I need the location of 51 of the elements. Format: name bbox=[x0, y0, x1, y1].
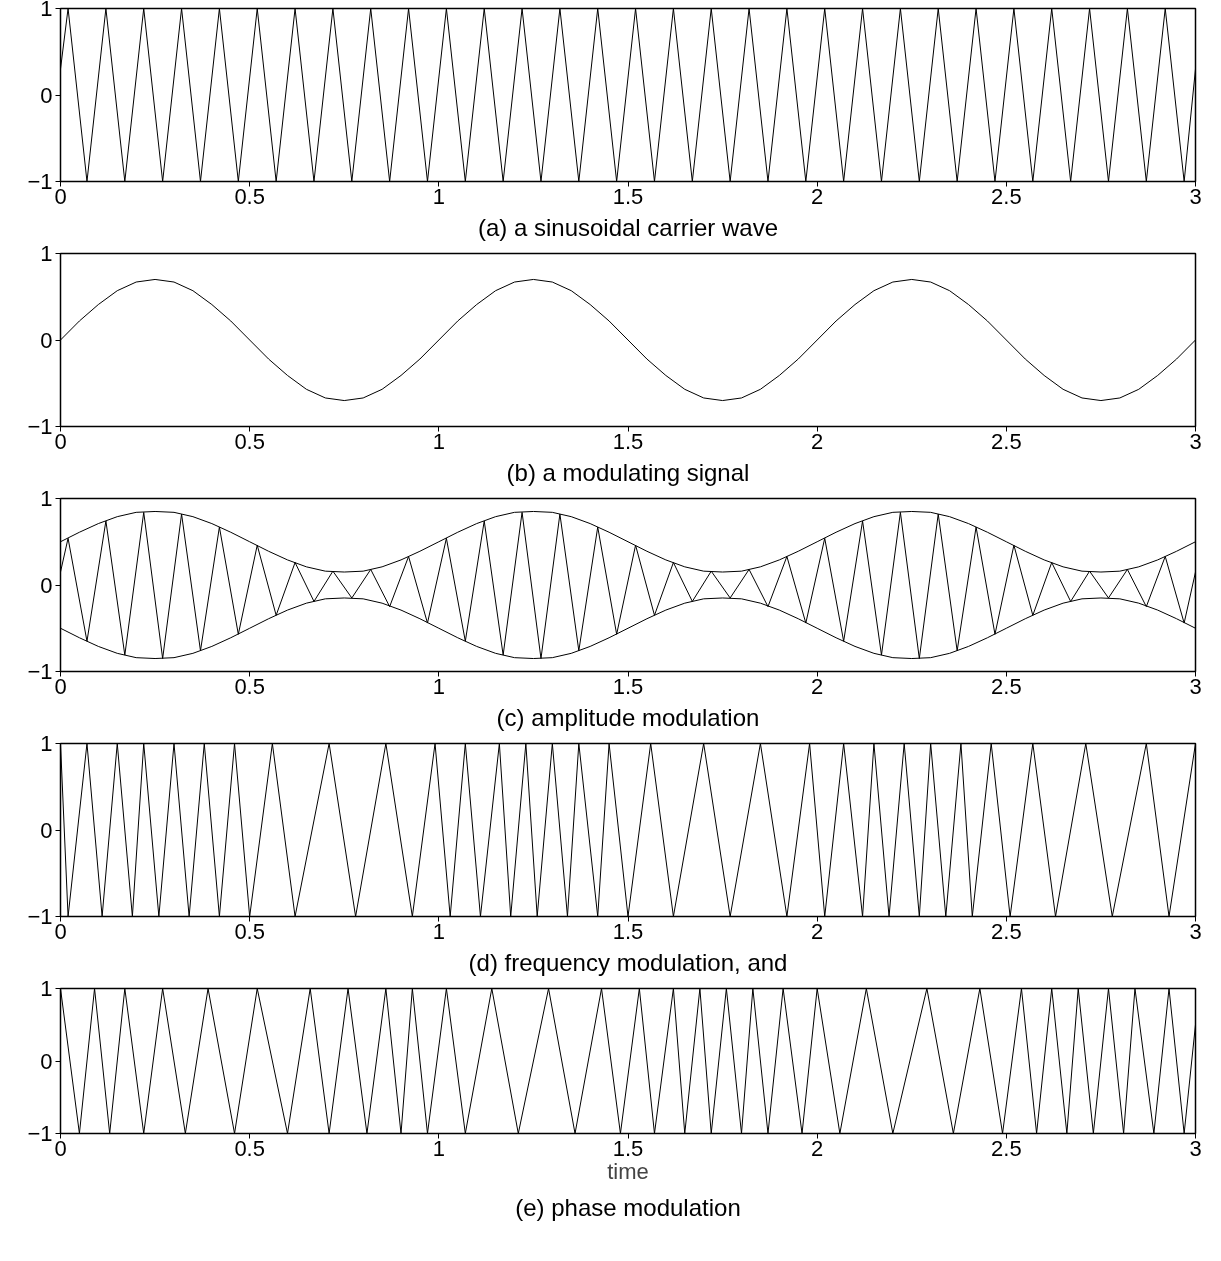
x-tick-label: 1 bbox=[432, 673, 445, 699]
x-tick-label: 2 bbox=[811, 918, 824, 944]
x-tick-label: 0.5 bbox=[234, 1135, 265, 1161]
text: (c) amplitude modulation bbox=[496, 703, 760, 731]
y-tick-label: 1 bbox=[40, 486, 53, 511]
x-tick-label: 1.5 bbox=[612, 428, 644, 454]
y-tick-label: −1 bbox=[27, 414, 53, 439]
y-tick-label: −1 bbox=[27, 904, 53, 929]
y-tick-label: 1 bbox=[40, 976, 53, 1001]
x-tick-label: 2.5 bbox=[991, 183, 1022, 209]
y-tick-label: 0 bbox=[40, 817, 53, 843]
y-tick-label: 1 bbox=[40, 731, 53, 756]
x-tick-label: 2.5 bbox=[991, 673, 1022, 699]
x-tick-label: 0.5 bbox=[234, 673, 265, 699]
text: (d) frequency modulation, and bbox=[468, 948, 788, 976]
y-tick-label: 0 bbox=[40, 572, 53, 598]
x-tick-label: 2.5 bbox=[991, 428, 1022, 454]
x-tick-label: 3 bbox=[1189, 918, 1202, 944]
x-tick-label: 1.5 bbox=[612, 183, 644, 209]
text: (a) a sinusoidal carrier wave bbox=[477, 213, 779, 241]
x-tick-label: 2 bbox=[811, 673, 824, 699]
x-tick-label: 1.5 bbox=[612, 918, 644, 944]
x-tick-label: 2.5 bbox=[991, 918, 1022, 944]
x-axis-title: time bbox=[607, 1158, 649, 1184]
x-tick-label: 1 bbox=[432, 183, 445, 209]
y-tick-label: −1 bbox=[27, 659, 53, 684]
x-tick-label: 3 bbox=[1189, 673, 1202, 699]
x-tick-label: 0.5 bbox=[234, 183, 265, 209]
x-tick-label: 2.5 bbox=[991, 1135, 1022, 1161]
x-tick-label: 2 bbox=[811, 1135, 824, 1161]
x-tick-label: 1 bbox=[432, 428, 445, 454]
x-tick-label: 3 bbox=[1189, 1135, 1202, 1161]
x-tick-label: 1.5 bbox=[612, 1135, 644, 1161]
x-tick-label: 0.5 bbox=[234, 918, 265, 944]
text: (b) a modulating signal bbox=[506, 458, 750, 486]
x-tick-label: 1 bbox=[432, 918, 445, 944]
y-tick-label: 1 bbox=[40, 241, 53, 266]
text: (e) phase modulation bbox=[515, 1193, 741, 1221]
y-tick-label: 0 bbox=[40, 327, 53, 353]
y-tick-label: 0 bbox=[40, 82, 53, 108]
x-tick-label: 3 bbox=[1189, 428, 1202, 454]
y-tick-label: 1 bbox=[40, 0, 53, 21]
x-tick-label: 1 bbox=[432, 1135, 445, 1161]
x-tick-label: 2 bbox=[811, 183, 824, 209]
x-tick-label: 2 bbox=[811, 428, 824, 454]
y-tick-label: 0 bbox=[40, 1048, 53, 1074]
x-tick-label: 1.5 bbox=[612, 673, 644, 699]
x-tick-label: 3 bbox=[1189, 183, 1202, 209]
y-tick-label: −1 bbox=[27, 1121, 53, 1146]
x-tick-label: 0.5 bbox=[234, 428, 265, 454]
y-tick-label: −1 bbox=[27, 169, 53, 194]
